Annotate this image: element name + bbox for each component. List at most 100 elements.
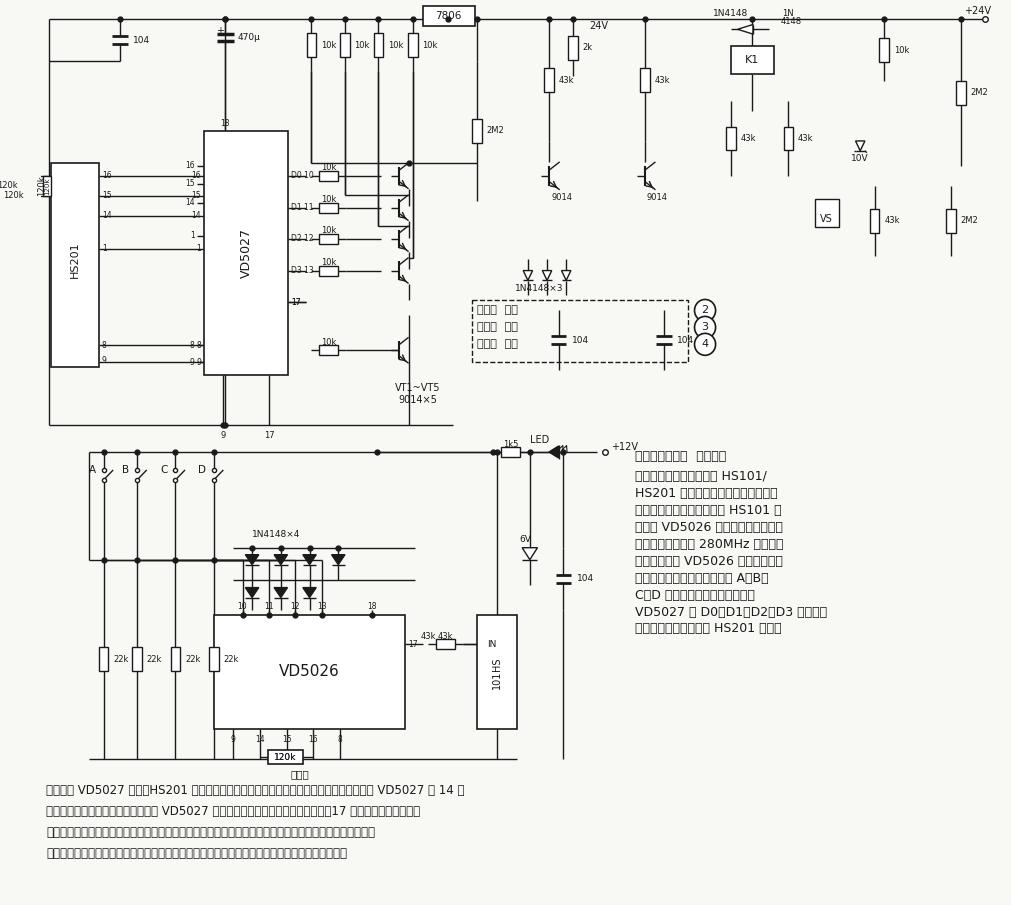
Text: 14: 14: [102, 211, 111, 220]
Text: 为高电平。松开发射按键后，解码输出端和有效端为低电平。此信号经对应的三极管变为负脉冲触发后面的: 为高电平。松开发射按键后，解码输出端和有效端为低电平。此信号经对应的三极管变为负…: [47, 826, 375, 839]
Bar: [319, 233, 339, 243]
Text: C: C: [161, 465, 168, 475]
Text: 120k: 120k: [3, 191, 24, 200]
Text: 2: 2: [702, 305, 709, 316]
Bar: [340, 33, 350, 57]
Text: 43k: 43k: [885, 216, 900, 225]
Bar: [568, 36, 577, 60]
Bar: [869, 209, 880, 233]
Bar: [22, 174, 31, 198]
Text: 7806: 7806: [435, 12, 462, 22]
Text: 104: 104: [572, 336, 589, 345]
Text: 10k: 10k: [321, 338, 337, 347]
Text: 2M2: 2M2: [960, 216, 979, 225]
Text: 1: 1: [102, 244, 106, 253]
Text: 1N4148: 1N4148: [714, 9, 748, 18]
Text: 101: 101: [492, 671, 502, 689]
Bar: [99, 647, 108, 672]
Text: 43k: 43k: [798, 134, 814, 143]
Text: 15: 15: [192, 191, 201, 200]
Text: 10k: 10k: [321, 226, 337, 235]
Circle shape: [695, 333, 716, 356]
Bar: [374, 33, 383, 57]
Text: K1: K1: [745, 55, 759, 65]
Text: 13: 13: [317, 602, 327, 611]
Text: 9: 9: [196, 357, 201, 367]
Bar: [815, 199, 839, 226]
Text: 第四路  同上: 第四路 同上: [477, 339, 518, 349]
Text: VD5027 的 D0、D1、D2、D3 的数据输: VD5027 的 D0、D1、D2、D3 的数据输: [635, 605, 827, 618]
Text: 关。发射电路：由发射模块 HS101 与: 关。发射电路：由发射模块 HS101 与: [635, 504, 782, 517]
Text: 8: 8: [102, 341, 106, 350]
Text: 43k: 43k: [438, 632, 453, 641]
Text: +12V: +12V: [612, 442, 638, 452]
Bar: [472, 300, 687, 362]
Text: 10k: 10k: [321, 164, 337, 172]
Text: 43k: 43k: [421, 632, 436, 641]
Text: A: A: [89, 465, 96, 475]
Text: 120k: 120k: [44, 177, 51, 195]
Text: 104: 104: [133, 36, 151, 44]
Bar: [946, 209, 956, 233]
Text: 9: 9: [102, 356, 106, 365]
Bar: [501, 447, 521, 457]
Bar: [268, 750, 303, 764]
Bar: [319, 265, 339, 275]
Text: 43k: 43k: [558, 76, 574, 85]
Text: 1N4148×3: 1N4148×3: [516, 284, 564, 293]
Polygon shape: [274, 555, 287, 565]
Text: 9: 9: [220, 431, 226, 440]
Circle shape: [695, 317, 716, 338]
Text: 15: 15: [102, 191, 111, 200]
Polygon shape: [542, 271, 552, 281]
Bar: [29, 184, 38, 208]
Text: 第二路  同上: 第二路 同上: [477, 305, 518, 316]
Text: 10k: 10k: [355, 41, 370, 50]
Text: 43k: 43k: [740, 134, 756, 143]
Text: 14: 14: [185, 198, 195, 207]
Text: 120k: 120k: [0, 181, 17, 190]
Text: 器，其载频受 VD5026 编码器输出的: 器，其载频受 VD5026 编码器输出的: [635, 555, 784, 567]
Text: D1 11: D1 11: [291, 204, 313, 213]
Polygon shape: [246, 555, 259, 565]
Bar: [213, 614, 405, 729]
Text: 11: 11: [265, 602, 274, 611]
Text: 8: 8: [190, 341, 195, 350]
Text: +: +: [216, 26, 224, 36]
Text: B: B: [122, 465, 129, 475]
Text: 14: 14: [255, 735, 265, 744]
Bar: [132, 647, 142, 672]
Bar: [472, 119, 482, 143]
Text: IN: IN: [487, 640, 496, 649]
Text: 进行解码处理。若编码和指令信息与 VD5027 所设置的地址码一致时，解码有效端（17 脚）与对应的输出端均: 进行解码处理。若编码和指令信息与 VD5027 所设置的地址码一致时，解码有效端…: [47, 805, 421, 818]
Text: 16: 16: [102, 171, 111, 180]
Text: D: D: [198, 465, 206, 475]
Text: 17: 17: [291, 298, 301, 307]
Text: 22k: 22k: [185, 655, 200, 664]
Text: 470μ: 470μ: [238, 33, 261, 42]
Text: 编码线: 编码线: [290, 769, 309, 779]
Text: 16: 16: [192, 171, 201, 180]
Text: 9: 9: [190, 357, 195, 367]
Text: 第三路  同上: 第三路 同上: [477, 322, 518, 332]
Bar: [408, 33, 418, 57]
Bar: [209, 647, 218, 672]
Text: 8: 8: [338, 735, 343, 744]
Bar: [784, 127, 794, 150]
Text: 24V: 24V: [589, 22, 609, 32]
Bar: [319, 203, 339, 213]
Polygon shape: [738, 24, 753, 34]
Text: 2k: 2k: [582, 43, 592, 52]
Text: 120k: 120k: [274, 753, 297, 762]
Bar: [43, 176, 51, 195]
Text: 43k: 43k: [654, 76, 670, 85]
Text: D2 12: D2 12: [291, 234, 313, 243]
Text: C，D 分别对应接收器接收解码器: C，D 分别对应接收器接收解码器: [635, 588, 755, 602]
Polygon shape: [274, 587, 287, 597]
Text: 1: 1: [190, 231, 195, 240]
Text: 9: 9: [231, 735, 236, 744]
Text: 22k: 22k: [223, 655, 239, 664]
Text: 编码器 VD5026 组成。发射模块内藏: 编码器 VD5026 组成。发射模块内藏: [635, 520, 784, 534]
Text: 15: 15: [282, 735, 291, 744]
Text: 15: 15: [185, 179, 195, 188]
